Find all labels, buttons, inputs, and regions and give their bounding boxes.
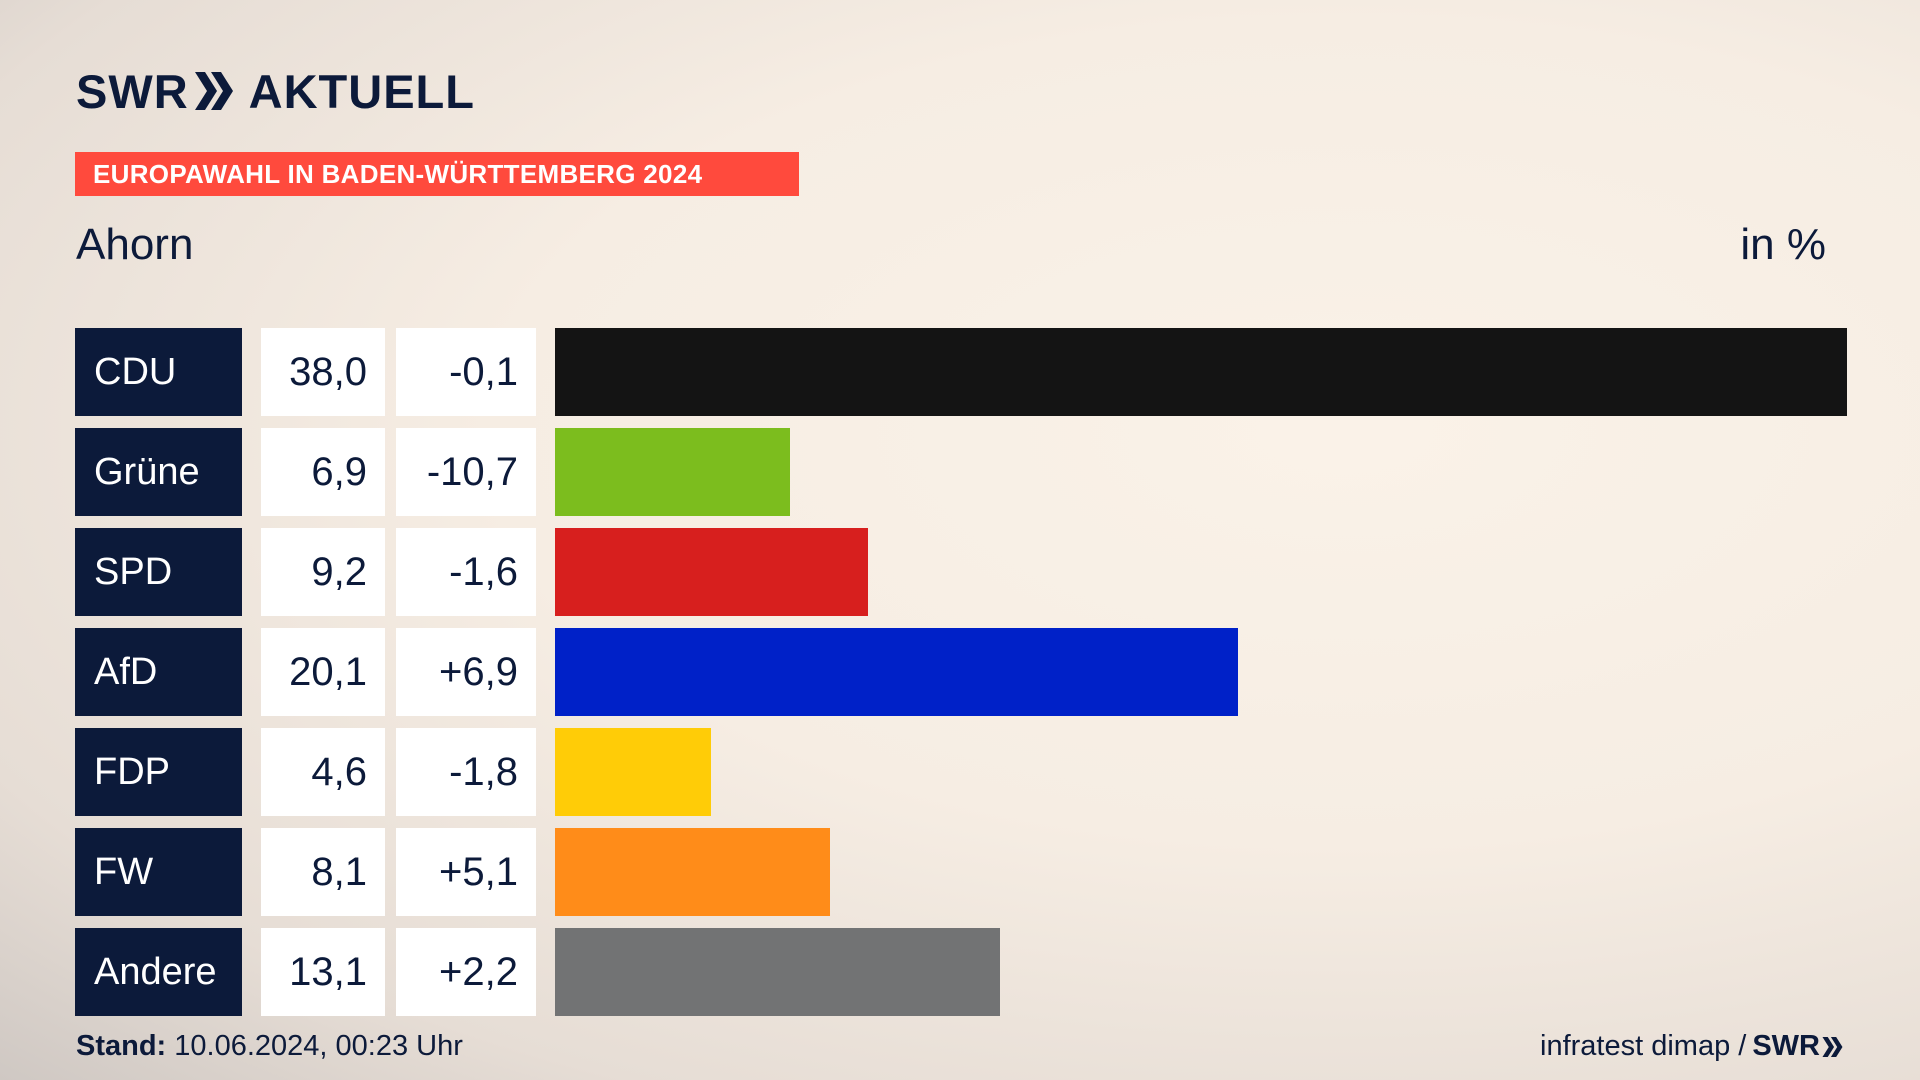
party-bar xyxy=(555,628,1238,716)
party-value: 8,1 xyxy=(261,828,385,916)
stand-label: Stand: xyxy=(76,1030,167,1062)
party-value: 13,1 xyxy=(261,928,385,1016)
party-bar xyxy=(555,428,790,516)
party-value: 4,6 xyxy=(261,728,385,816)
party-name: Andere xyxy=(75,928,242,1016)
source-logo-text: SWR xyxy=(1752,1030,1820,1062)
party-row: FW 8,1 +5,1 xyxy=(75,828,1847,916)
party-diff: +6,9 xyxy=(396,628,536,716)
party-bar xyxy=(555,928,1000,1016)
party-bar xyxy=(555,728,711,816)
party-value: 6,9 xyxy=(261,428,385,516)
place-title: Ahorn xyxy=(76,220,194,269)
party-row: FDP 4,6 -1,8 xyxy=(75,728,1847,816)
party-diff: -1,8 xyxy=(396,728,536,816)
party-name: CDU xyxy=(75,328,242,416)
party-diff: -1,6 xyxy=(396,528,536,616)
source-text: infratest dimap / xyxy=(1540,1030,1747,1062)
election-banner: EUROPAWAHL IN BADEN-WÜRTTEMBERG 2024 xyxy=(75,152,799,196)
party-name: AfD xyxy=(75,628,242,716)
logo-swr-text: SWR xyxy=(76,64,189,118)
timestamp: Stand: 10.06.2024, 00:23 Uhr xyxy=(76,1030,463,1063)
party-name: FW xyxy=(75,828,242,916)
party-diff: -0,1 xyxy=(396,328,536,416)
swr-aktuell-logo: SWR AKTUELL xyxy=(76,66,475,116)
party-bar xyxy=(555,328,1847,416)
results-bar-chart: CDU 38,0 -0,1 Grüne 6,9 -10,7 SPD 9,2 -1,6 AfD 20,… xyxy=(75,328,1847,1016)
party-diff: +5,1 xyxy=(396,828,536,916)
party-name: SPD xyxy=(75,528,242,616)
source-credit: infratest dimap / SWR xyxy=(1540,1030,1844,1063)
party-row: CDU 38,0 -0,1 xyxy=(75,328,1847,416)
party-row: Grüne 6,9 -10,7 xyxy=(75,428,1847,516)
party-value: 9,2 xyxy=(261,528,385,616)
stand-value: 10.06.2024, 00:23 Uhr xyxy=(174,1030,463,1062)
party-value: 20,1 xyxy=(261,628,385,716)
small-chevrons-icon xyxy=(1822,1036,1843,1057)
unit-label: in % xyxy=(1740,220,1826,269)
party-diff: -10,7 xyxy=(396,428,536,516)
party-name: Grüne xyxy=(75,428,242,516)
source-logo: SWR xyxy=(1752,1030,1844,1063)
party-bar xyxy=(555,828,830,916)
party-row: AfD 20,1 +6,9 xyxy=(75,628,1847,716)
party-row: SPD 9,2 -1,6 xyxy=(75,528,1847,616)
party-row: Andere 13,1 +2,2 xyxy=(75,928,1847,1016)
logo-aktuell-text: AKTUELL xyxy=(248,64,475,118)
party-value: 38,0 xyxy=(261,328,385,416)
party-bar xyxy=(555,528,868,616)
party-name: FDP xyxy=(75,728,242,816)
chevrons-icon xyxy=(194,72,233,110)
party-diff: +2,2 xyxy=(396,928,536,1016)
banner-label: EUROPAWAHL IN BADEN-WÜRTTEMBERG 2024 xyxy=(93,158,703,189)
